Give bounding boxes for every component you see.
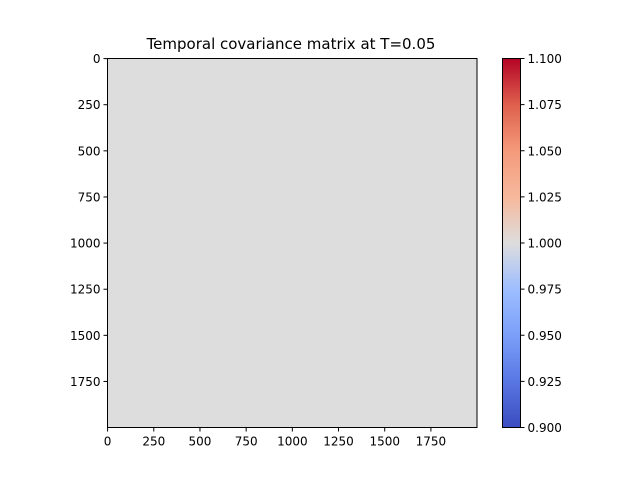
y-tick-label: 500: [78, 144, 101, 158]
x-tick-label: 0: [104, 435, 112, 449]
colorbar-tick-label: 1.025: [528, 190, 562, 204]
colorbar: [502, 58, 521, 428]
x-tick-label: 1250: [323, 435, 354, 449]
colorbar-tick-label: 1.075: [528, 98, 562, 112]
colorbar-axis: 0.900 0.925 0.950 0.975 1.000 1.025 1.050 1.075…: [520, 52, 562, 435]
x-tick-label: 500: [189, 435, 212, 449]
x-tick-label: 1500: [369, 435, 400, 449]
y-axis: 0 250 500 750 1000 1250 1500 1750: [70, 52, 108, 389]
colorbar-tick-label: 0.950: [528, 329, 562, 343]
colorbar-tick-label: 0.900: [528, 421, 562, 435]
y-tick-label: 1250: [70, 283, 101, 297]
y-tick-label: 0: [93, 52, 101, 66]
heatmap-matrix: [107, 58, 478, 428]
y-tick-label: 1500: [70, 329, 101, 343]
colorbar-tick-label: 0.975: [528, 283, 562, 297]
colorbar-tick-label: 0.925: [528, 375, 562, 389]
x-tick-label: 1000: [277, 435, 308, 449]
colorbar-tick-label: 1.100: [528, 52, 562, 66]
colorbar-tick-label: 1.050: [528, 144, 562, 158]
y-tick-label: 1000: [70, 237, 101, 251]
x-tick-label: 250: [142, 435, 165, 449]
y-tick-label: 1750: [70, 375, 101, 389]
x-tick-label: 750: [235, 435, 258, 449]
x-tick-label: 1750: [416, 435, 447, 449]
y-tick-label: 250: [78, 98, 101, 112]
colorbar-tick-label: 1.000: [528, 237, 562, 251]
y-tick-label: 750: [78, 190, 101, 204]
x-axis: 0 250 500 750 1000 1250 1500 1750: [104, 427, 447, 449]
chart-title: Temporal covariance matrix at T=0.05: [146, 35, 436, 53]
